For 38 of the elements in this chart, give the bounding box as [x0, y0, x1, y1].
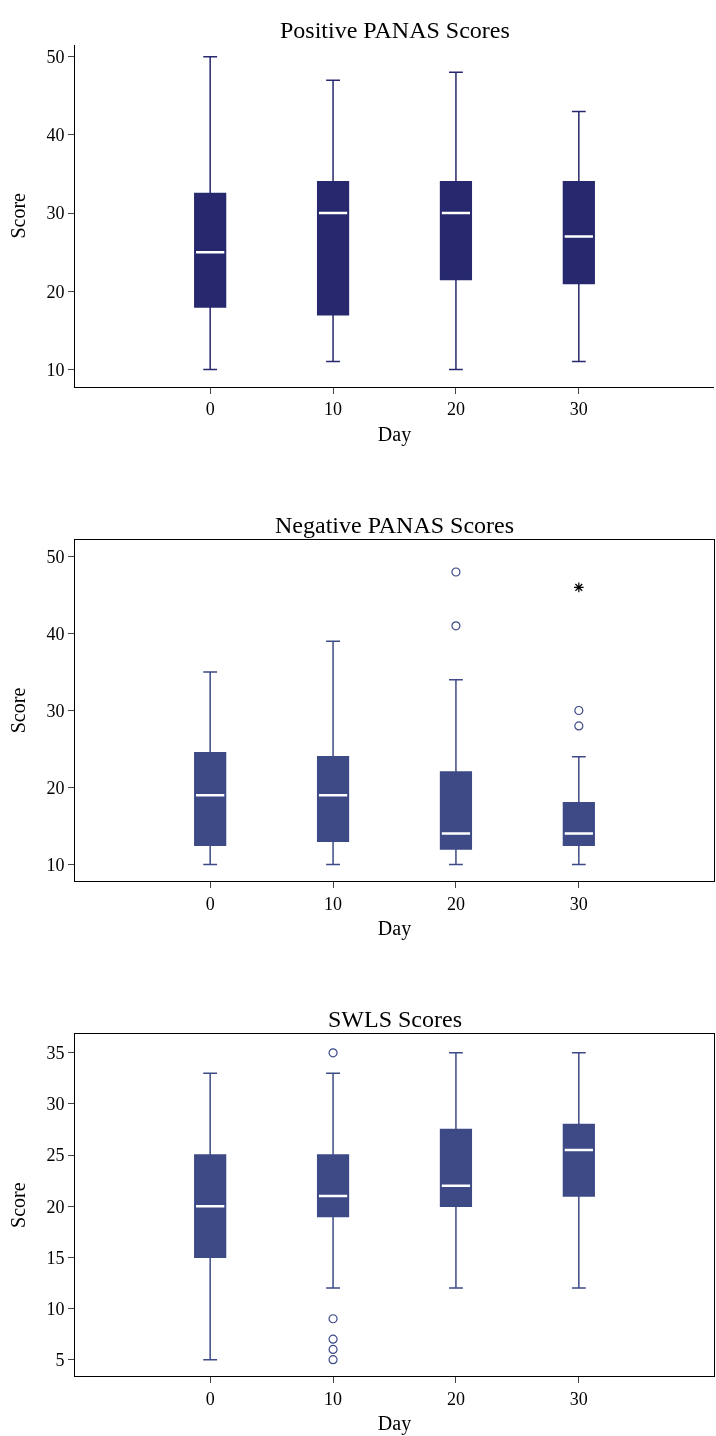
- chart-title: SWLS Scores: [328, 1006, 462, 1032]
- y-tick-label: 30: [46, 700, 65, 721]
- y-tick-label: 30: [46, 203, 65, 224]
- y-tick-label: 25: [46, 1145, 65, 1166]
- chart-title: Negative PANAS Scores: [275, 512, 515, 538]
- y-axis-title: Score: [6, 687, 29, 734]
- x-tick-label: 0: [205, 399, 215, 420]
- y-tick-label: 40: [46, 623, 65, 644]
- x-axis-title: Day: [377, 422, 412, 446]
- y-tick-label: 40: [46, 125, 65, 146]
- y-tick-label: 35: [46, 1043, 65, 1064]
- chart-title: Positive PANAS Scores: [280, 17, 510, 43]
- x-tick-label: 20: [446, 1388, 465, 1409]
- y-tick-label: 20: [46, 281, 65, 302]
- y-axis-title: Score: [6, 1182, 29, 1228]
- x-tick-label: 30: [569, 399, 588, 420]
- y-tick-label: 50: [46, 546, 65, 567]
- y-tick-label: 20: [46, 1196, 65, 1217]
- x-tick-label: 0: [205, 893, 215, 914]
- y-tick-label: 5: [55, 1349, 65, 1370]
- y-tick-label: 10: [46, 359, 65, 380]
- y-tick-label: 15: [46, 1247, 65, 1268]
- x-tick-label: 20: [446, 893, 465, 914]
- y-tick-label: 10: [46, 1298, 65, 1319]
- x-tick-label: 10: [324, 1388, 343, 1409]
- x-tick-label: 0: [205, 1388, 215, 1409]
- x-axis-title: Day: [377, 1412, 412, 1436]
- y-tick-label: 10: [46, 854, 65, 875]
- x-tick-label: 10: [324, 893, 343, 914]
- x-tick-label: 10: [324, 399, 343, 420]
- x-tick-label: 30: [569, 1388, 588, 1409]
- x-axis-title: Day: [377, 917, 412, 941]
- y-tick-label: 30: [46, 1094, 65, 1115]
- y-axis-title: Score: [6, 192, 29, 239]
- x-tick-label: 30: [569, 893, 588, 914]
- y-tick-label: 20: [46, 777, 65, 798]
- x-tick-label: 20: [446, 399, 465, 420]
- y-tick-label: 50: [46, 47, 65, 68]
